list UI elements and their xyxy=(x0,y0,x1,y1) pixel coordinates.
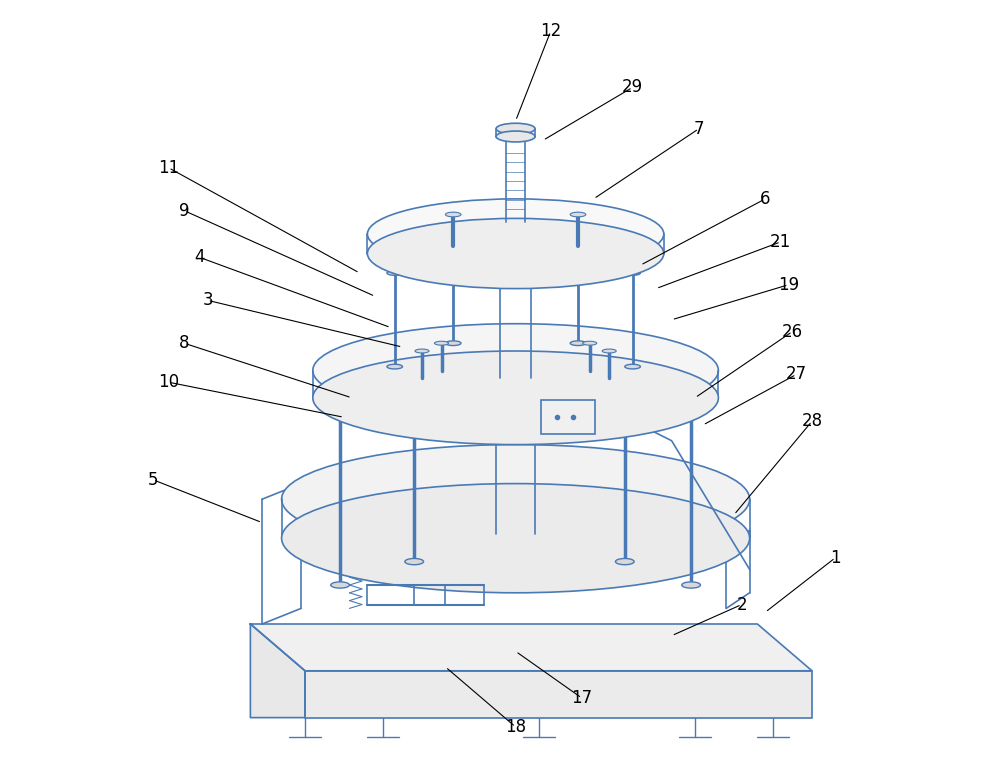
Ellipse shape xyxy=(682,410,700,417)
Text: 27: 27 xyxy=(786,365,807,384)
Ellipse shape xyxy=(496,123,535,134)
Text: 12: 12 xyxy=(540,22,561,41)
Ellipse shape xyxy=(434,341,449,345)
Ellipse shape xyxy=(496,131,535,142)
Ellipse shape xyxy=(583,341,597,345)
Polygon shape xyxy=(250,624,812,671)
Ellipse shape xyxy=(331,410,349,417)
Text: 11: 11 xyxy=(158,158,179,177)
Ellipse shape xyxy=(387,271,402,275)
Ellipse shape xyxy=(570,341,586,346)
Ellipse shape xyxy=(602,349,616,353)
Polygon shape xyxy=(250,624,305,718)
Ellipse shape xyxy=(331,582,349,588)
Ellipse shape xyxy=(445,247,461,252)
Ellipse shape xyxy=(387,364,402,369)
Text: 29: 29 xyxy=(622,78,643,97)
Ellipse shape xyxy=(570,247,586,252)
Text: 17: 17 xyxy=(571,689,592,707)
FancyBboxPatch shape xyxy=(541,400,595,434)
Text: 9: 9 xyxy=(179,201,189,220)
Ellipse shape xyxy=(496,404,535,415)
Ellipse shape xyxy=(625,364,640,369)
Ellipse shape xyxy=(405,558,424,565)
Ellipse shape xyxy=(313,351,718,445)
Text: 7: 7 xyxy=(694,119,704,138)
Ellipse shape xyxy=(415,349,429,353)
Text: 26: 26 xyxy=(782,322,803,341)
Ellipse shape xyxy=(367,218,664,289)
Text: 4: 4 xyxy=(194,248,205,267)
Ellipse shape xyxy=(367,199,664,269)
Text: 18: 18 xyxy=(505,718,526,736)
Ellipse shape xyxy=(405,387,424,393)
Ellipse shape xyxy=(498,249,533,258)
Text: 21: 21 xyxy=(770,232,791,251)
Text: 8: 8 xyxy=(179,334,189,353)
Text: 6: 6 xyxy=(760,190,770,208)
Ellipse shape xyxy=(682,582,700,588)
Text: 28: 28 xyxy=(801,412,823,431)
Text: 5: 5 xyxy=(148,470,158,489)
Polygon shape xyxy=(305,671,812,718)
Ellipse shape xyxy=(570,212,586,217)
Text: 19: 19 xyxy=(778,275,799,294)
Ellipse shape xyxy=(625,271,640,275)
Text: 10: 10 xyxy=(158,373,179,392)
Ellipse shape xyxy=(282,484,750,593)
Text: 2: 2 xyxy=(736,595,747,614)
Ellipse shape xyxy=(313,324,718,417)
Ellipse shape xyxy=(615,558,634,565)
Ellipse shape xyxy=(615,387,634,393)
Text: 3: 3 xyxy=(202,291,213,310)
Ellipse shape xyxy=(445,212,461,217)
Text: 1: 1 xyxy=(830,548,841,567)
Ellipse shape xyxy=(282,445,750,554)
Ellipse shape xyxy=(445,341,461,346)
